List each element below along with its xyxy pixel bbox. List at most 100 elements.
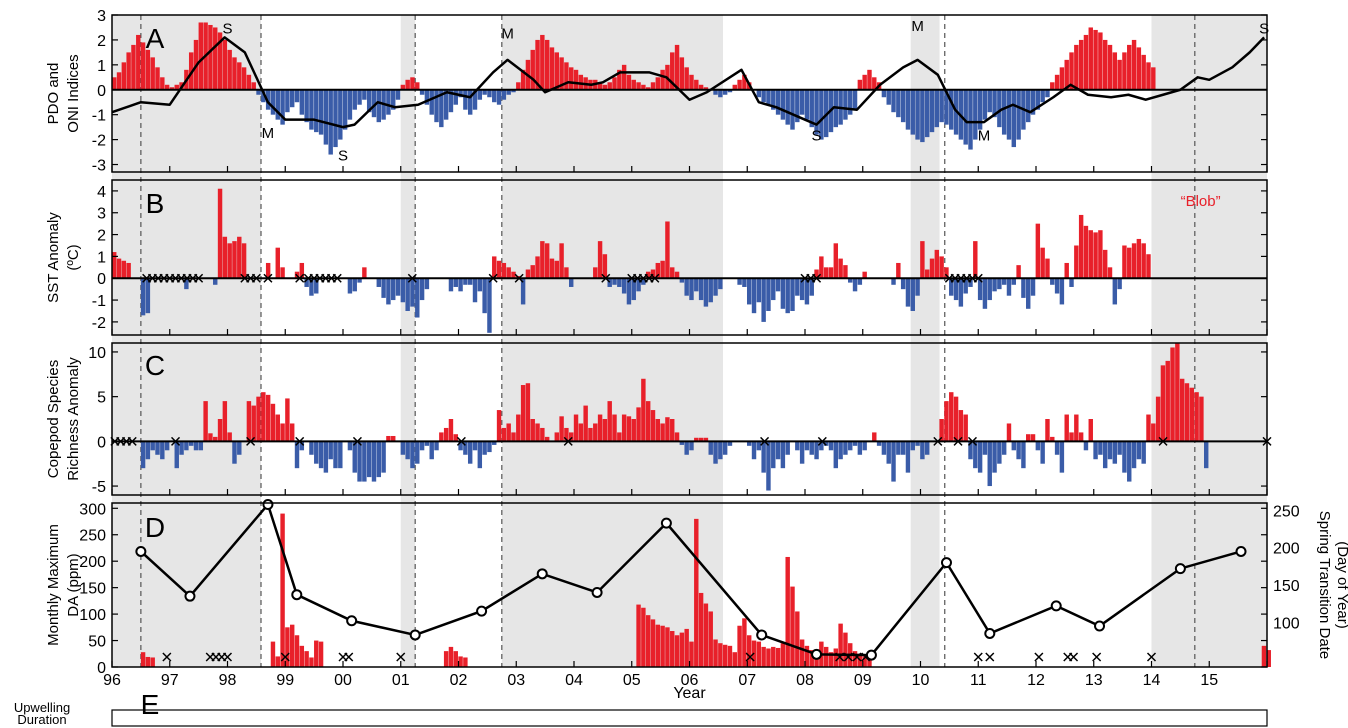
bar-B-145 [809,278,814,296]
xtick-label-03: 03 [507,672,525,689]
bar-D-69 [443,651,449,667]
bar-A-182 [987,89,992,113]
bar-D-148 [823,646,829,667]
bar-C-124 [708,441,713,455]
bar-C-99 [588,427,593,442]
bar-C-147 [819,441,824,451]
spring-transition-point-17 [1174,563,1186,575]
bar-C-126 [718,441,723,460]
bar-C-55 [376,441,382,478]
bar-A-120 [689,74,694,90]
bar-A-92 [554,52,560,90]
no-data-marker-D-8 [396,652,406,662]
bar-B-108 [631,278,636,301]
bar-C-198 [1064,414,1069,442]
bar-C-122 [698,437,704,442]
bar-B-59 [395,278,401,296]
bar-B-209 [1117,278,1122,290]
bar-B-82 [506,267,511,279]
bar-A-28 [246,74,252,90]
bar-A-44 [323,89,329,145]
bar-D-37 [289,624,295,667]
bar-B-22 [217,188,223,279]
bar-C-22 [217,419,223,442]
bar-A-11 [164,84,170,90]
bar-C-186 [1006,423,1012,442]
bar-B-206 [1102,249,1108,279]
bar-A-177 [963,89,968,145]
bar-C-211 [1127,441,1132,482]
bar-A-158 [872,77,877,90]
bar-C-108 [631,419,636,442]
bar-A-1 [116,72,122,90]
bar-B-183 [992,278,997,292]
bar-A-141 [790,89,795,130]
bar-C-66 [429,441,434,460]
bar-A-63 [415,82,420,90]
bar-C-95 [569,432,574,442]
bar-A-55 [376,89,382,123]
bar-B-191 [1030,278,1036,296]
bar-B-110 [641,278,646,285]
bar-B-162 [891,278,896,285]
bar-C-16 [188,441,194,446]
bar-C-97 [578,423,584,442]
y2label-1: (Day of Year) [1334,541,1348,629]
bar-D-110 [641,607,646,667]
bar-C-68 [439,432,444,442]
panel-letter-B: B [146,188,165,219]
spring-transition-point-0 [135,545,147,557]
markers [110,273,1272,662]
bar-C-87 [530,419,535,442]
bar-B-186 [1006,278,1012,296]
bar-C-34 [275,414,280,442]
spring-transition-point-7 [536,568,548,580]
bar-C-94 [564,427,569,442]
bar-A-181 [982,89,988,120]
bar-B-195 [1050,278,1055,285]
bar-D-149 [828,652,834,667]
bar-B-170 [929,258,935,279]
bar-B-198 [1064,262,1069,279]
annotation-A-0: S [222,20,232,37]
bar-C-70 [448,419,454,442]
bar-A-75 [472,89,478,110]
bar-D-135 [761,646,766,667]
bar-A-186 [1006,89,1012,140]
bar-D-129 [732,652,737,667]
bar-D-143 [799,639,805,667]
ylabel-B-1: (ºC) [65,244,82,270]
bar-A-113 [655,77,661,90]
bar-B-63 [415,278,420,318]
bar-C-30 [256,396,261,442]
bar-C-33 [270,403,276,442]
bar-A-43 [318,89,324,135]
bar-C-111 [645,401,651,442]
bar-C-158 [872,432,877,442]
bar-D-124 [708,611,713,667]
bar-A-161 [886,89,891,105]
bar-C-185 [1001,441,1007,455]
bar-C-110 [641,378,646,442]
bar-B-120 [689,278,694,301]
bar-A-153 [848,89,853,115]
ylabel-B-0: SST Anomaly [45,212,62,303]
bar-A-97 [578,74,584,90]
bar-C-15 [184,441,189,451]
bar-A-81 [501,89,507,100]
bar-D-35 [280,513,285,667]
bar-C-24 [227,432,232,442]
bar-B-27 [241,243,247,279]
bar-C-204 [1093,441,1098,460]
bar-B-25 [232,241,237,279]
bar-C-89 [540,427,545,442]
bar-B-42 [314,278,319,294]
spring-transition-point-6 [476,605,488,617]
bar-C-190 [1026,434,1031,442]
bar-C-78 [487,441,492,453]
bar-D-38 [294,635,300,667]
bar-C-114 [660,423,665,442]
bar-A-79 [492,89,497,103]
bar-C-38 [294,441,300,469]
bar-B-151 [838,258,843,279]
